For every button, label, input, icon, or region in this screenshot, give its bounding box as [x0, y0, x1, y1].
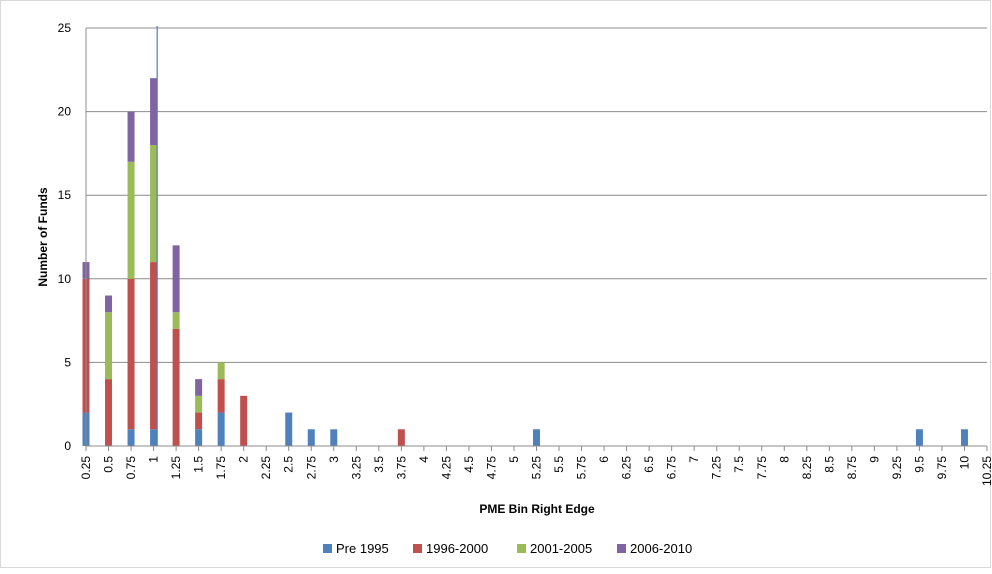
- bar-segment: [150, 78, 158, 146]
- x-tick-label: 6.75: [665, 456, 679, 480]
- x-tick-label: 4.5: [462, 456, 476, 473]
- x-tick-label: 9.25: [890, 456, 904, 480]
- bars: [82, 78, 968, 446]
- bar-segment: [150, 429, 158, 446]
- x-tick-label: 3: [327, 456, 341, 463]
- bar-segment: [217, 412, 225, 446]
- x-tick-label: 7.25: [710, 456, 724, 480]
- bar-segment: [960, 429, 968, 446]
- bar-segment: [195, 412, 203, 430]
- x-tick-label: 5: [507, 456, 521, 463]
- x-tick-label: 3.75: [394, 456, 408, 480]
- x-tick-label: 6.25: [620, 456, 634, 480]
- y-tick-label: 25: [58, 21, 72, 35]
- x-tick-label: 7.75: [755, 456, 769, 480]
- bar-segment: [172, 245, 180, 313]
- legend-entry: 1996-2000: [426, 541, 488, 556]
- bar-segment: [127, 111, 135, 162]
- x-tick-label: 2.5: [282, 456, 296, 473]
- x-tick-label: 9: [867, 456, 881, 463]
- legend-entry: 2006-2010: [630, 541, 692, 556]
- bar-segment: [127, 278, 135, 430]
- gridlines: [86, 27, 987, 363]
- legend: Pre 1995 1996-2000 2001-2005 2006-2010: [323, 541, 692, 556]
- axes: [85, 26, 988, 451]
- legend-entry: Pre 1995: [336, 541, 389, 556]
- bar-segment: [150, 145, 158, 263]
- x-tick-label: 10.25: [980, 456, 992, 486]
- x-tick-labels: 0.25 0.5 0.75 1 1.25 1.5 1.75 2 2.25 2.5 2.75 3 3.25…: [79, 456, 992, 486]
- x-tick-label: 2.75: [304, 456, 318, 480]
- x-tick-label: 6.5: [642, 456, 656, 473]
- x-tick-label: 0.5: [102, 456, 116, 473]
- bar-segment: [195, 379, 203, 396]
- y-tick-label: 0: [64, 439, 71, 453]
- x-tick-label: 0.75: [124, 456, 138, 480]
- x-tick-label: 3.5: [372, 456, 386, 473]
- x-tick-label: 10: [957, 456, 971, 470]
- x-tick-label: 4.75: [484, 456, 498, 480]
- x-tick-label: 5.75: [575, 456, 589, 480]
- bar-segment: [330, 429, 338, 446]
- x-tick-label: 1: [147, 456, 161, 463]
- x-tick-label: 5.25: [530, 456, 544, 480]
- x-tick-label: 8.5: [822, 456, 836, 473]
- bar-segment: [397, 429, 405, 446]
- bar-segment: [240, 395, 248, 446]
- bar-segment: [217, 379, 225, 413]
- bar-segment: [127, 161, 135, 279]
- bar-segment: [307, 429, 315, 446]
- x-axis-label: PME Bin Right Edge: [479, 502, 595, 516]
- y-tick-labels: 0 5 10 15 20 25: [58, 21, 72, 453]
- bar-segment: [195, 395, 203, 413]
- x-tick-label: 9.5: [912, 456, 926, 473]
- bar-segment: [915, 429, 923, 446]
- y-axis-label: Number of Funds: [36, 187, 50, 287]
- y-tick-label: 10: [58, 272, 72, 286]
- x-tick-label: 0.25: [79, 456, 93, 480]
- bar-segment: [533, 429, 540, 446]
- legend-entry: 2001-2005: [530, 541, 592, 556]
- bar-segment: [127, 429, 135, 446]
- bar-segment: [172, 312, 180, 329]
- bar-segment: [217, 362, 225, 380]
- bar-segment: [195, 429, 203, 446]
- x-tick-label: 7.5: [732, 456, 746, 473]
- x-tick-label: 1.25: [169, 456, 183, 480]
- y-tick-label: 5: [64, 355, 71, 369]
- y-tick-label: 15: [58, 188, 72, 202]
- x-tick-label: 1.5: [192, 456, 206, 473]
- x-tick-label: 7: [687, 456, 701, 463]
- x-tick-label: 3.25: [349, 456, 363, 480]
- legend-swatch: [413, 544, 422, 553]
- x-tick-label: 8.25: [800, 456, 814, 480]
- bar-segment: [105, 379, 113, 446]
- x-tick-label: 5.5: [552, 456, 566, 473]
- x-tick-label: 2.25: [259, 456, 273, 480]
- x-tick-label: 6: [597, 456, 611, 463]
- x-tick-label: 4.25: [439, 456, 453, 480]
- bar-segment: [172, 328, 180, 446]
- x-tick-label: 1.75: [214, 456, 228, 480]
- legend-swatch: [517, 544, 526, 553]
- x-tick-label: 8: [777, 456, 791, 463]
- bar-segment: [150, 262, 158, 430]
- bar-segment: [285, 412, 293, 446]
- x-tick-label: 2: [237, 456, 251, 463]
- bar-segment: [105, 312, 113, 380]
- x-tick-label: 8.75: [845, 456, 859, 480]
- legend-swatch: [323, 544, 332, 553]
- bar-segment: [105, 295, 113, 313]
- y-tick-label: 20: [58, 105, 72, 119]
- legend-swatch: [617, 544, 626, 553]
- x-tick-label: 9.75: [935, 456, 949, 480]
- x-tick-label: 4: [417, 456, 431, 463]
